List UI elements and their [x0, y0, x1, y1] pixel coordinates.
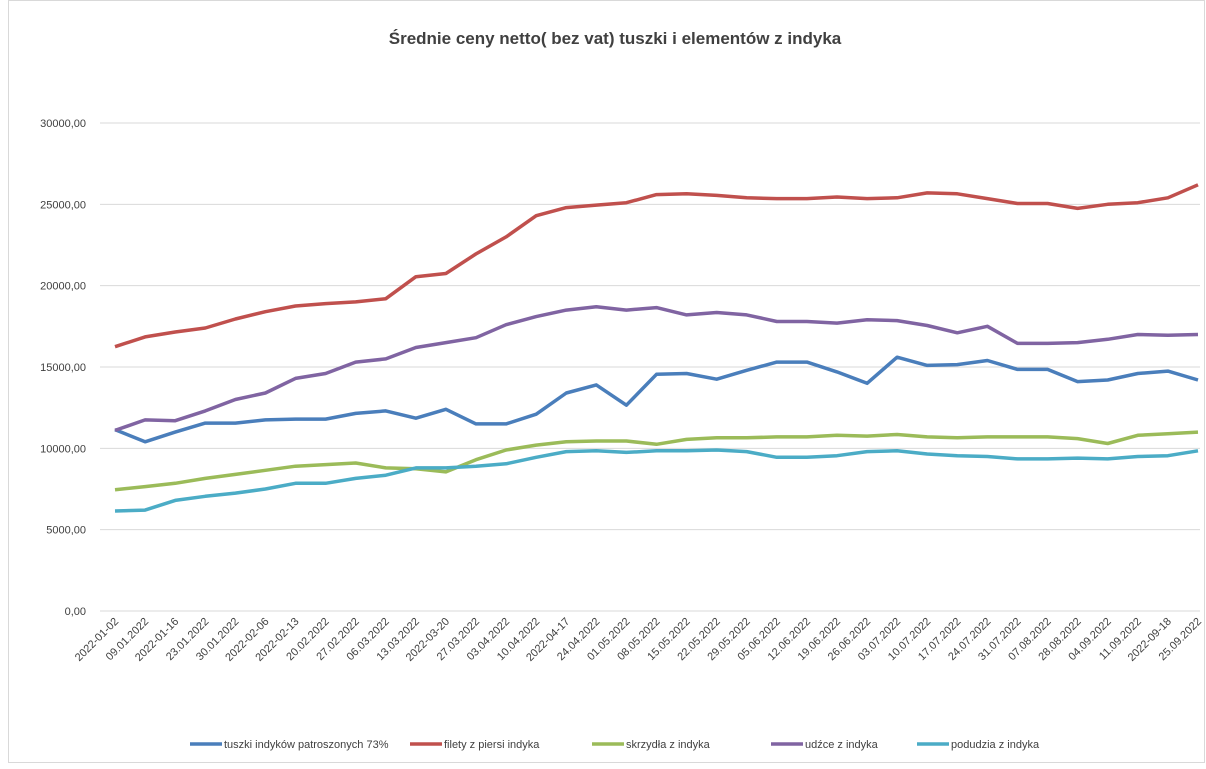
y-tick-label: 0,00: [65, 606, 86, 618]
y-tick-label: 25000,00: [40, 199, 86, 211]
series-line: [114, 448, 1199, 513]
legend-label: podudzia z indyka: [951, 739, 1040, 751]
y-tick-label: 5000,00: [46, 525, 86, 537]
legend-label: filety z piersi indyka: [444, 739, 540, 751]
series-line: [114, 305, 1199, 433]
series-line: [114, 355, 1199, 444]
y-tick-label: 20000,00: [40, 281, 86, 293]
y-tick-label: 10000,00: [40, 443, 86, 455]
series-line: [114, 183, 1199, 349]
y-tick-label: 30000,00: [40, 118, 86, 130]
chart-frame: [8, 0, 1205, 763]
series-line: [114, 430, 1199, 492]
legend-label: udźce z indyka: [805, 739, 879, 751]
legend-label: skrzydła z indyka: [626, 739, 711, 751]
legend-label: tuszki indyków patroszonych 73%: [224, 739, 389, 751]
chart-title: Średnie ceny netto( bez vat) tuszki i el…: [389, 29, 842, 48]
y-tick-label: 15000,00: [40, 362, 86, 374]
